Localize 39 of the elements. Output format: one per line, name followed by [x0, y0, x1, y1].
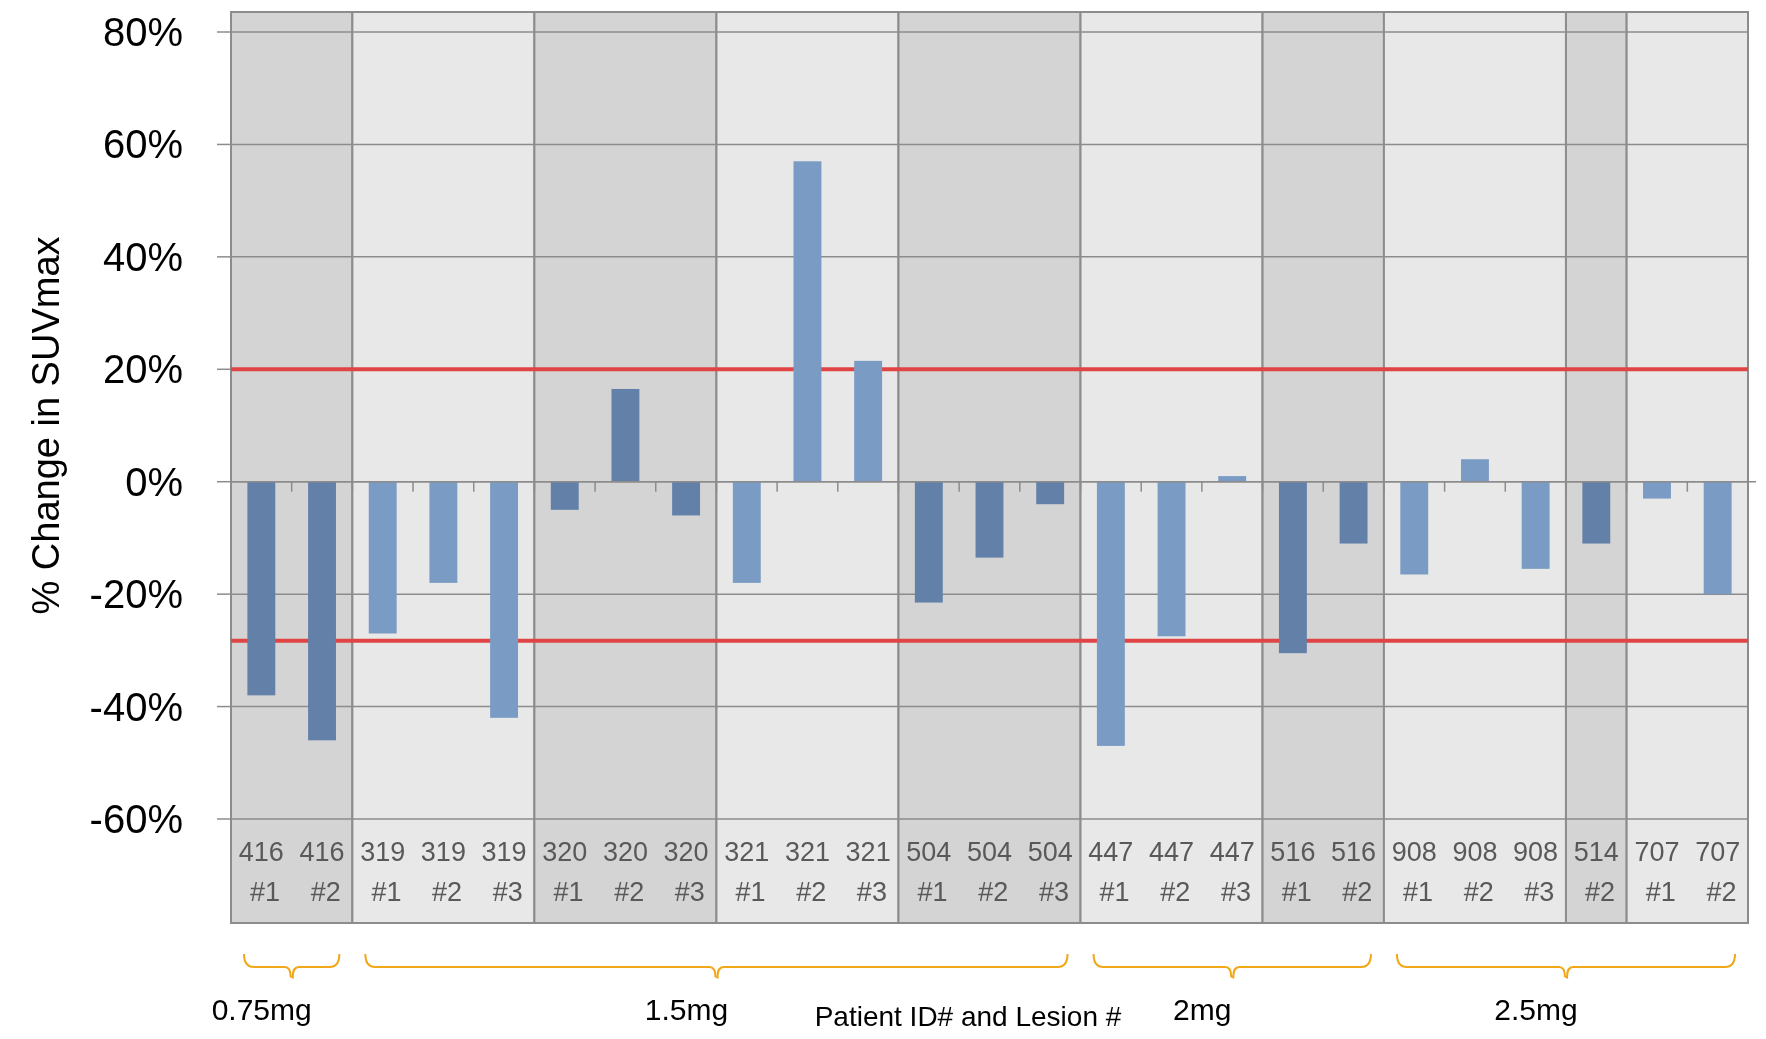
text: 0.75mg [211, 993, 312, 1026]
x-tick-label: 504 #1 [906, 837, 952, 907]
y-tick-label: -60% [89, 797, 183, 841]
x-tick-label: 321 #3 [845, 837, 891, 907]
y-tick-label: 60% [102, 122, 183, 167]
y-tick-label: -20% [89, 572, 183, 617]
x-tick-label: 320 #1 [542, 837, 588, 907]
x-tick-label: 908 #1 [1391, 837, 1437, 907]
x-tick-label: 319 #3 [481, 837, 527, 907]
x-tick-label: 319 #1 [360, 837, 406, 907]
y-tick-label: 20% [102, 347, 183, 392]
x-tick-label: 320 #2 [602, 837, 648, 907]
x-tick-label: 908 #3 [1513, 837, 1559, 907]
x-tick-label: 514 #2 [1573, 837, 1619, 907]
y-tick-label: 80% [102, 10, 183, 54]
text: 2.5mg [1494, 993, 1578, 1026]
x-tick-label: 416 #1 [238, 837, 284, 907]
y-tick-label: 40% [102, 234, 183, 279]
x-tick-label: 447 #1 [1088, 837, 1134, 907]
x-tick-label: 504 #2 [966, 837, 1013, 907]
x-tick-label: 416 #2 [299, 837, 345, 907]
y-tick-label: 0% [125, 459, 183, 504]
text: 1.5mg [644, 993, 729, 1026]
x-tick-label: 321 #1 [724, 837, 770, 907]
x-tick-label: 908 #2 [1452, 837, 1498, 907]
x-axis-title: Patient ID# and Lesion # [814, 1001, 1122, 1032]
x-tick-label: 319 #2 [420, 837, 466, 907]
x-tick-label: 516 #1 [1270, 837, 1316, 907]
x-tick-label: 321 #2 [784, 837, 830, 907]
x-tick-label: 447 #2 [1149, 837, 1195, 907]
x-tick-label: 707 #2 [1695, 837, 1741, 907]
x-tick-label: 516 #2 [1331, 837, 1377, 907]
x-tick-label: 504 #3 [1027, 837, 1073, 907]
y-tick-label: -40% [89, 684, 183, 729]
y-axis-title: % Change in SUVmax [25, 236, 68, 615]
x-tick-label: 707 #1 [1634, 837, 1680, 907]
x-tick-label: 320 #3 [663, 837, 709, 907]
x-tick-label: 447 #3 [1209, 837, 1255, 907]
text: 2mg [1173, 993, 1232, 1026]
